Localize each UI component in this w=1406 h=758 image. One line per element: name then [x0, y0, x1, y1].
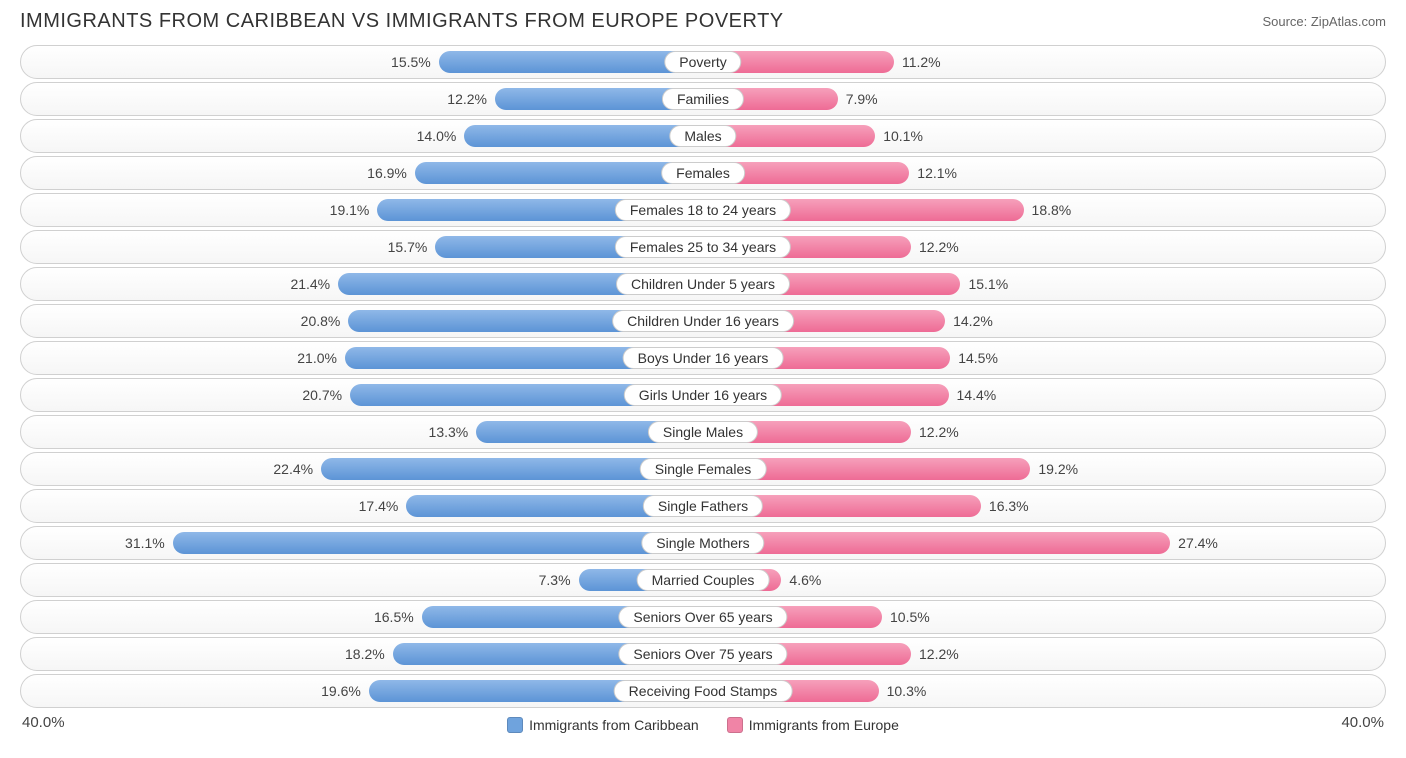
category-label: Girls Under 16 years	[624, 384, 782, 406]
category-label: Poverty	[664, 51, 741, 73]
value-label-europe: 10.3%	[887, 683, 927, 699]
chart-row: 12.2% 7.9% Families	[20, 82, 1386, 116]
chart-header: IMMIGRANTS FROM CARIBBEAN VS IMMIGRANTS …	[0, 0, 1406, 41]
value-label-caribbean: 12.2%	[447, 91, 487, 107]
value-label-europe: 14.2%	[953, 313, 993, 329]
value-label-europe: 27.4%	[1178, 535, 1218, 551]
value-label-europe: 15.1%	[968, 276, 1008, 292]
category-label: Seniors Over 75 years	[618, 643, 787, 665]
value-label-caribbean: 18.2%	[345, 646, 385, 662]
value-label-europe: 4.6%	[789, 572, 821, 588]
value-label-europe: 11.2%	[902, 54, 941, 70]
category-label: Females 25 to 34 years	[615, 236, 791, 258]
axis-max-right: 40.0%	[1341, 714, 1384, 731]
value-label-europe: 14.4%	[957, 387, 997, 403]
value-label-caribbean: 21.4%	[290, 276, 330, 292]
category-label: Single Mothers	[641, 532, 764, 554]
category-label: Females	[661, 162, 745, 184]
chart-footer: 40.0% Immigrants from Caribbean Immigran…	[0, 712, 1406, 738]
category-label: Single Males	[648, 421, 758, 443]
chart-row: 31.1% 27.4% Single Mothers	[20, 526, 1386, 560]
legend-swatch-caribbean	[507, 717, 523, 733]
chart-row: 13.3% 12.2% Single Males	[20, 415, 1386, 449]
bar-caribbean	[464, 125, 703, 147]
category-label: Males	[669, 125, 736, 147]
value-label-europe: 18.8%	[1032, 202, 1072, 218]
chart-row: 22.4% 19.2% Single Females	[20, 452, 1386, 486]
chart-row: 18.2% 12.2% Seniors Over 75 years	[20, 637, 1386, 671]
legend: Immigrants from Caribbean Immigrants fro…	[507, 717, 899, 733]
chart-row: 20.8% 14.2% Children Under 16 years	[20, 304, 1386, 338]
value-label-caribbean: 17.4%	[359, 498, 399, 514]
chart-row: 16.5% 10.5% Seniors Over 65 years	[20, 600, 1386, 634]
value-label-caribbean: 19.6%	[321, 683, 361, 699]
legend-item-caribbean: Immigrants from Caribbean	[507, 717, 699, 733]
value-label-europe: 10.1%	[883, 128, 923, 144]
chart-row: 19.1% 18.8% Females 18 to 24 years	[20, 193, 1386, 227]
legend-label-caribbean: Immigrants from Caribbean	[529, 717, 699, 733]
value-label-caribbean: 19.1%	[330, 202, 370, 218]
value-label-europe: 12.1%	[917, 165, 957, 181]
category-label: Females 18 to 24 years	[615, 199, 791, 221]
bar-europe	[703, 532, 1170, 554]
category-label: Married Couples	[637, 569, 770, 591]
chart-area: 15.5%11.2%Poverty12.2%7.9%Families14.0%1…	[0, 41, 1406, 708]
value-label-caribbean: 13.3%	[429, 424, 469, 440]
value-label-caribbean: 20.8%	[301, 313, 341, 329]
legend-item-europe: Immigrants from Europe	[727, 717, 899, 733]
chart-row: 14.0% 10.1% Males	[20, 119, 1386, 153]
axis-max-left: 40.0%	[22, 714, 65, 731]
chart-row: 19.6% 10.3% Receiving Food Stamps	[20, 674, 1386, 708]
value-label-caribbean: 7.3%	[539, 572, 571, 588]
chart-row: 17.4% 16.3% Single Fathers	[20, 489, 1386, 523]
chart-title: IMMIGRANTS FROM CARIBBEAN VS IMMIGRANTS …	[20, 10, 784, 33]
legend-label-europe: Immigrants from Europe	[749, 717, 899, 733]
value-label-europe: 7.9%	[846, 91, 878, 107]
value-label-caribbean: 21.0%	[297, 350, 337, 366]
category-label: Children Under 16 years	[612, 310, 794, 332]
value-label-caribbean: 22.4%	[273, 461, 313, 477]
value-label-europe: 19.2%	[1038, 461, 1078, 477]
value-label-europe: 10.5%	[890, 609, 930, 625]
category-label: Boys Under 16 years	[623, 347, 784, 369]
chart-row: 21.0% 14.5% Boys Under 16 years	[20, 341, 1386, 375]
value-label-caribbean: 15.7%	[388, 239, 428, 255]
chart-row: 16.9% 12.1% Females	[20, 156, 1386, 190]
category-label: Receiving Food Stamps	[614, 680, 793, 702]
chart-row: 15.5% 11.2% Poverty	[20, 45, 1386, 79]
value-label-europe: 16.3%	[989, 498, 1029, 514]
value-label-caribbean: 20.7%	[302, 387, 342, 403]
category-label: Single Females	[640, 458, 767, 480]
category-label: Single Fathers	[643, 495, 763, 517]
value-label-caribbean: 16.5%	[374, 609, 414, 625]
category-label: Families	[662, 88, 744, 110]
category-label: Seniors Over 65 years	[618, 606, 787, 628]
chart-row: 7.3% 4.6% Married Couples	[20, 563, 1386, 597]
value-label-caribbean: 31.1%	[125, 535, 165, 551]
bar-caribbean	[415, 162, 703, 184]
chart-row: 20.7% 14.4% Girls Under 16 years	[20, 378, 1386, 412]
value-label-europe: 12.2%	[919, 424, 959, 440]
value-label-caribbean: 14.0%	[417, 128, 457, 144]
bar-caribbean	[173, 532, 703, 554]
legend-swatch-europe	[727, 717, 743, 733]
value-label-europe: 14.5%	[958, 350, 998, 366]
chart-row: 15.7% 12.2% Females 25 to 34 years	[20, 230, 1386, 264]
value-label-caribbean: 16.9%	[367, 165, 407, 181]
value-label-europe: 12.2%	[919, 646, 959, 662]
chart-row: 21.4% 15.1% Children Under 5 years	[20, 267, 1386, 301]
value-label-caribbean: 15.5%	[391, 54, 431, 70]
value-label-europe: 12.2%	[919, 239, 959, 255]
category-label: Children Under 5 years	[616, 273, 790, 295]
chart-source: Source: ZipAtlas.com	[1262, 14, 1386, 29]
